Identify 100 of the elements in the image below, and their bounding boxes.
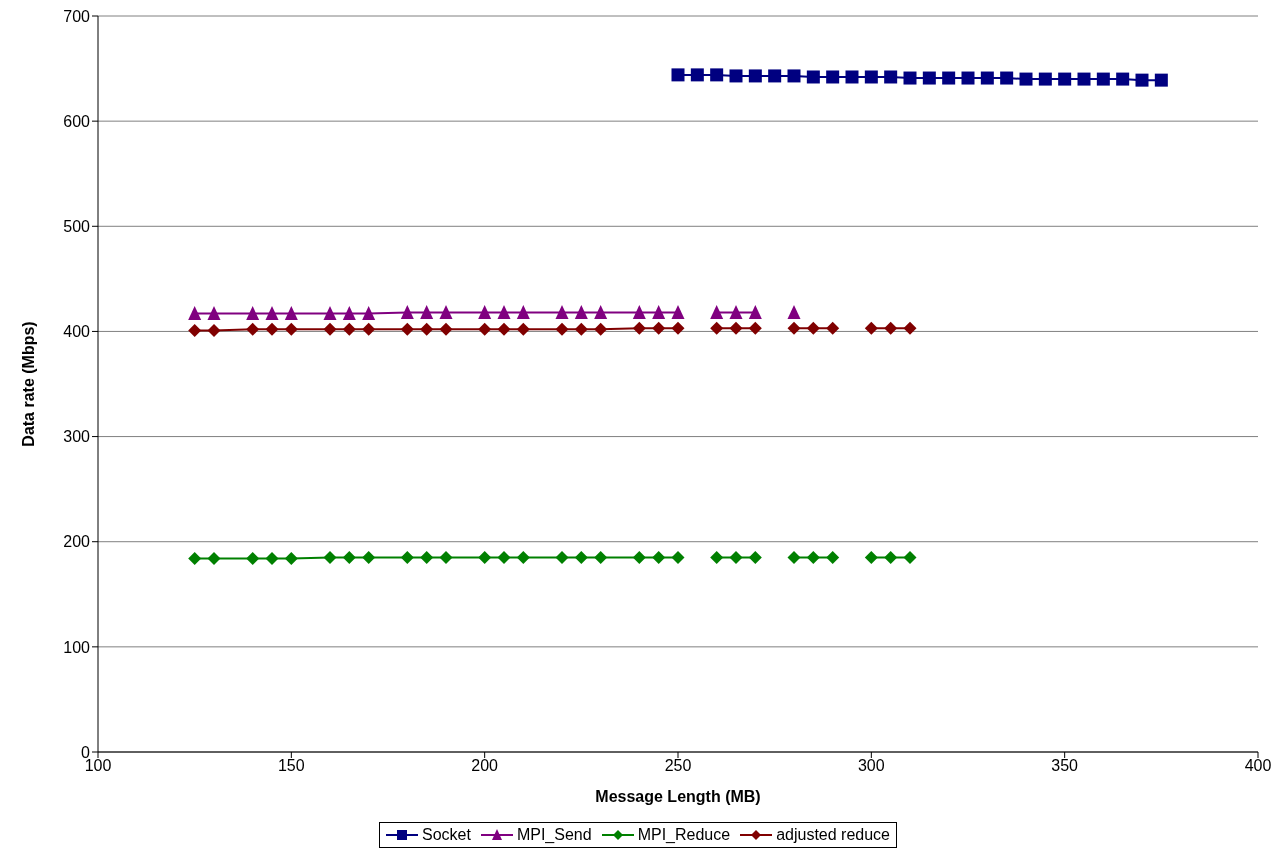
point — [748, 69, 762, 83]
point — [748, 550, 762, 564]
point — [594, 550, 608, 564]
point — [555, 322, 569, 336]
point — [903, 550, 917, 564]
point — [420, 550, 434, 564]
point — [574, 550, 588, 564]
point — [671, 321, 685, 335]
point — [961, 71, 975, 85]
point — [806, 321, 820, 335]
point — [826, 70, 840, 84]
point — [652, 305, 666, 319]
point — [1096, 72, 1110, 86]
point — [362, 322, 376, 336]
point — [400, 550, 414, 564]
point — [729, 550, 743, 564]
point — [787, 305, 801, 319]
point — [632, 321, 646, 335]
point — [555, 305, 569, 319]
point — [710, 321, 724, 335]
point — [632, 305, 646, 319]
y-tick-label: 200 — [63, 533, 91, 551]
point — [574, 322, 588, 336]
point — [787, 69, 801, 83]
x-tick-label: 350 — [1051, 757, 1079, 775]
point — [439, 550, 453, 564]
x-tick-label: 300 — [857, 757, 885, 775]
point — [265, 306, 279, 321]
point — [903, 71, 917, 85]
point — [516, 322, 530, 336]
point — [420, 305, 434, 319]
point — [884, 550, 898, 564]
point — [729, 69, 743, 83]
point — [497, 322, 511, 336]
point — [1038, 72, 1052, 86]
point — [632, 550, 646, 564]
point — [864, 550, 878, 564]
point — [903, 321, 917, 335]
point — [1135, 73, 1149, 87]
legend-label: adjusted reduce — [776, 826, 890, 844]
point — [188, 306, 202, 321]
point — [748, 321, 762, 335]
legend-label: Socket — [422, 826, 471, 844]
y-axis-title: Data rate (Mbps) — [19, 321, 37, 447]
point — [246, 552, 260, 566]
point — [497, 550, 511, 564]
y-tick-label: 500 — [63, 217, 91, 235]
point — [729, 321, 743, 335]
point — [690, 68, 704, 82]
point — [516, 305, 530, 319]
point — [342, 306, 356, 321]
point — [284, 306, 298, 321]
point — [594, 305, 608, 319]
point — [864, 70, 878, 84]
point — [1000, 71, 1014, 85]
point — [478, 305, 492, 319]
y-tick-label: 600 — [63, 112, 91, 130]
point — [323, 550, 337, 564]
point — [787, 321, 801, 335]
point — [922, 71, 936, 85]
point — [710, 305, 724, 319]
point — [555, 550, 569, 564]
point — [478, 550, 492, 564]
x-tick-label: 150 — [277, 757, 305, 775]
point — [1077, 72, 1091, 86]
point — [864, 321, 878, 335]
point — [768, 69, 782, 83]
y-tick-label: 100 — [63, 638, 91, 656]
point — [246, 322, 260, 336]
point — [420, 322, 434, 336]
point — [980, 71, 994, 85]
point — [362, 550, 376, 564]
point — [478, 322, 492, 336]
point — [884, 70, 898, 84]
point — [826, 550, 840, 564]
point — [362, 306, 376, 321]
legend-label: MPI_Send — [516, 826, 592, 844]
point — [439, 322, 453, 336]
point — [1116, 72, 1130, 86]
legend-label: MPI_Reduce — [637, 826, 731, 844]
point — [342, 322, 356, 336]
point — [207, 323, 221, 337]
point — [806, 550, 820, 564]
x-tick-label: 400 — [1244, 757, 1272, 775]
point — [207, 306, 221, 321]
point — [188, 552, 202, 566]
point — [826, 321, 840, 335]
point — [323, 306, 337, 321]
x-tick-label: 200 — [471, 757, 499, 775]
point — [710, 68, 724, 82]
point — [652, 550, 666, 564]
point — [748, 305, 762, 319]
point — [265, 322, 279, 336]
point — [671, 68, 685, 82]
point — [246, 306, 260, 321]
point — [284, 552, 298, 566]
point — [439, 305, 453, 319]
x-tick-label: 250 — [664, 757, 692, 775]
point — [1154, 73, 1168, 87]
point — [671, 305, 685, 319]
